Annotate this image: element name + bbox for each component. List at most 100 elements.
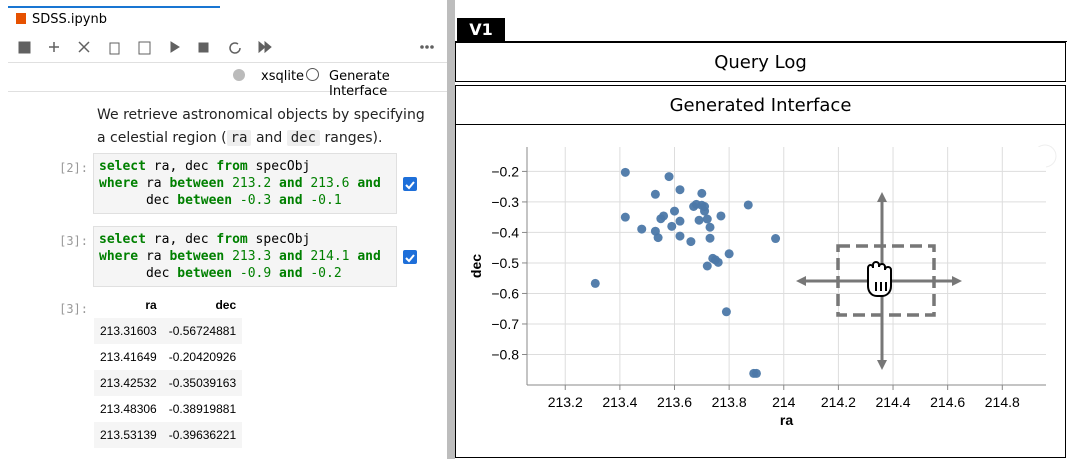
chart: 213.2 213.4 213.6 213.8 214 214.2 214.4 214.6 21… (468, 144, 1057, 428)
table-row: 213.31603 -0.56724881 (94, 318, 243, 344)
table-cell: -0.38919881 (168, 402, 237, 416)
cell-prompt: [3]: (59, 234, 88, 248)
point (637, 224, 647, 234)
markdown-text: a celestial region ( (97, 130, 227, 146)
point (724, 249, 734, 259)
point (700, 202, 710, 211)
markdown-text: ranges). (324, 130, 383, 146)
table-cell: 213.48306 (100, 402, 157, 416)
run-icon[interactable] (170, 41, 180, 53)
table-row: 213.42532 -0.35039163 (94, 370, 243, 396)
save-icon[interactable] (18, 41, 31, 54)
kernel-name[interactable]: xsqlite (261, 69, 305, 84)
interface-frame (455, 125, 1066, 458)
view-tab[interactable]: V1 (457, 18, 505, 41)
point (702, 261, 712, 271)
toolbar (8, 34, 447, 63)
x-tick-label: 213.6 (657, 394, 692, 410)
y-axis-label: dec (468, 254, 484, 278)
notebook-icon (16, 13, 26, 24)
table-cell: 213.41649 (100, 350, 157, 364)
cut-icon[interactable] (78, 41, 90, 53)
y-tick-label: −0.2 (491, 163, 519, 179)
x-tick-label: 214.6 (930, 394, 965, 410)
point (705, 233, 715, 243)
point (705, 222, 715, 232)
code-cell[interactable]: select ra, dec from specObj where ra betw… (93, 226, 397, 287)
point (670, 206, 680, 216)
inline-code: ra (226, 130, 252, 146)
point (686, 237, 696, 247)
notebook: SDSS.ipynb xsqlite Generate Interface We… (0, 0, 447, 459)
point (716, 211, 726, 221)
kernel-status (306, 68, 319, 81)
paste-icon[interactable] (138, 41, 151, 55)
restart-icon[interactable] (229, 42, 241, 54)
point (664, 172, 674, 182)
point (650, 189, 660, 199)
generate-button[interactable]: Generate Interface (329, 69, 390, 99)
column-header: dec (215, 298, 237, 312)
notebook-tab[interactable]: SDSS.ipynb (8, 6, 220, 34)
point (653, 233, 663, 243)
tab-title: SDSS.ipynb (32, 12, 107, 27)
column-header: ra (145, 298, 157, 312)
table-cell: -0.39636221 (162, 422, 243, 448)
code-line: where ra between 213.2 and 213.6 and (99, 176, 381, 191)
x-tick-label: 214.4 (876, 394, 911, 410)
checkbox[interactable] (403, 250, 417, 264)
table-cell: 213.53139 (94, 422, 163, 448)
table-cell: -0.35039163 (162, 370, 243, 396)
point (694, 215, 704, 225)
markdown-cell: We retrieve astronomical objects by spec… (97, 104, 425, 150)
kernel-icon (233, 69, 245, 81)
markdown-text: We retrieve astronomical objects by spec… (97, 107, 425, 123)
point (751, 368, 761, 378)
code-line: select ra, dec from specObj (99, 159, 311, 174)
point (702, 214, 712, 224)
point (697, 188, 707, 198)
table-row: 213.48306 -0.38919881 (94, 396, 242, 422)
code-cell[interactable]: select ra, dec from specObj where ra betw… (93, 153, 397, 214)
run-all-icon[interactable] (258, 40, 272, 54)
query-log-bar[interactable]: Query Log (455, 42, 1066, 82)
copy-icon[interactable] (109, 42, 120, 55)
add-icon[interactable] (49, 42, 59, 52)
point (771, 234, 781, 244)
table-row: 213.53139 -0.39636221 (94, 422, 243, 448)
table-cell: 213.31603 (94, 318, 163, 344)
plot-area (527, 147, 1046, 385)
output-table: ra dec 213.31603 -0.56724881 213.41649 -0.20… (94, 292, 243, 448)
point (590, 278, 600, 288)
y-tick-label: −0.8 (491, 346, 519, 362)
output-prompt: [3]: (59, 302, 88, 316)
point (721, 307, 731, 317)
kernel-bar: xsqlite Generate Interface (8, 63, 447, 99)
x-tick-label: 213.4 (602, 394, 637, 410)
stop-icon[interactable] (198, 42, 209, 53)
interface-bar[interactable]: Generated Interface (455, 85, 1066, 125)
point (675, 216, 685, 226)
toolbar-icons (18, 40, 434, 55)
x-tick-label: 214.2 (821, 394, 856, 410)
table-cell: 213.42532 (94, 370, 163, 396)
y-tick-label: −0.4 (491, 224, 519, 240)
tab-rule (455, 41, 1067, 42)
point (713, 257, 723, 267)
brush-overlay[interactable] (796, 192, 962, 370)
y-tick-label: −0.5 (491, 255, 519, 271)
code-line: select ra, dec from specObj (99, 232, 311, 247)
table-cell: -0.20420926 (168, 350, 237, 364)
point (675, 231, 685, 241)
code-line: where ra between 213.3 and 214.1 and (99, 249, 381, 264)
x-tick-label: 214.8 (985, 394, 1020, 410)
point (743, 200, 753, 210)
checkbox[interactable] (403, 177, 417, 191)
y-tick-label: −0.3 (491, 194, 519, 210)
markdown-text: and (255, 130, 283, 146)
point (667, 221, 677, 231)
x-axis-label: ra (780, 412, 793, 428)
point (656, 214, 666, 224)
y-tick-label: −0.7 (491, 316, 519, 332)
